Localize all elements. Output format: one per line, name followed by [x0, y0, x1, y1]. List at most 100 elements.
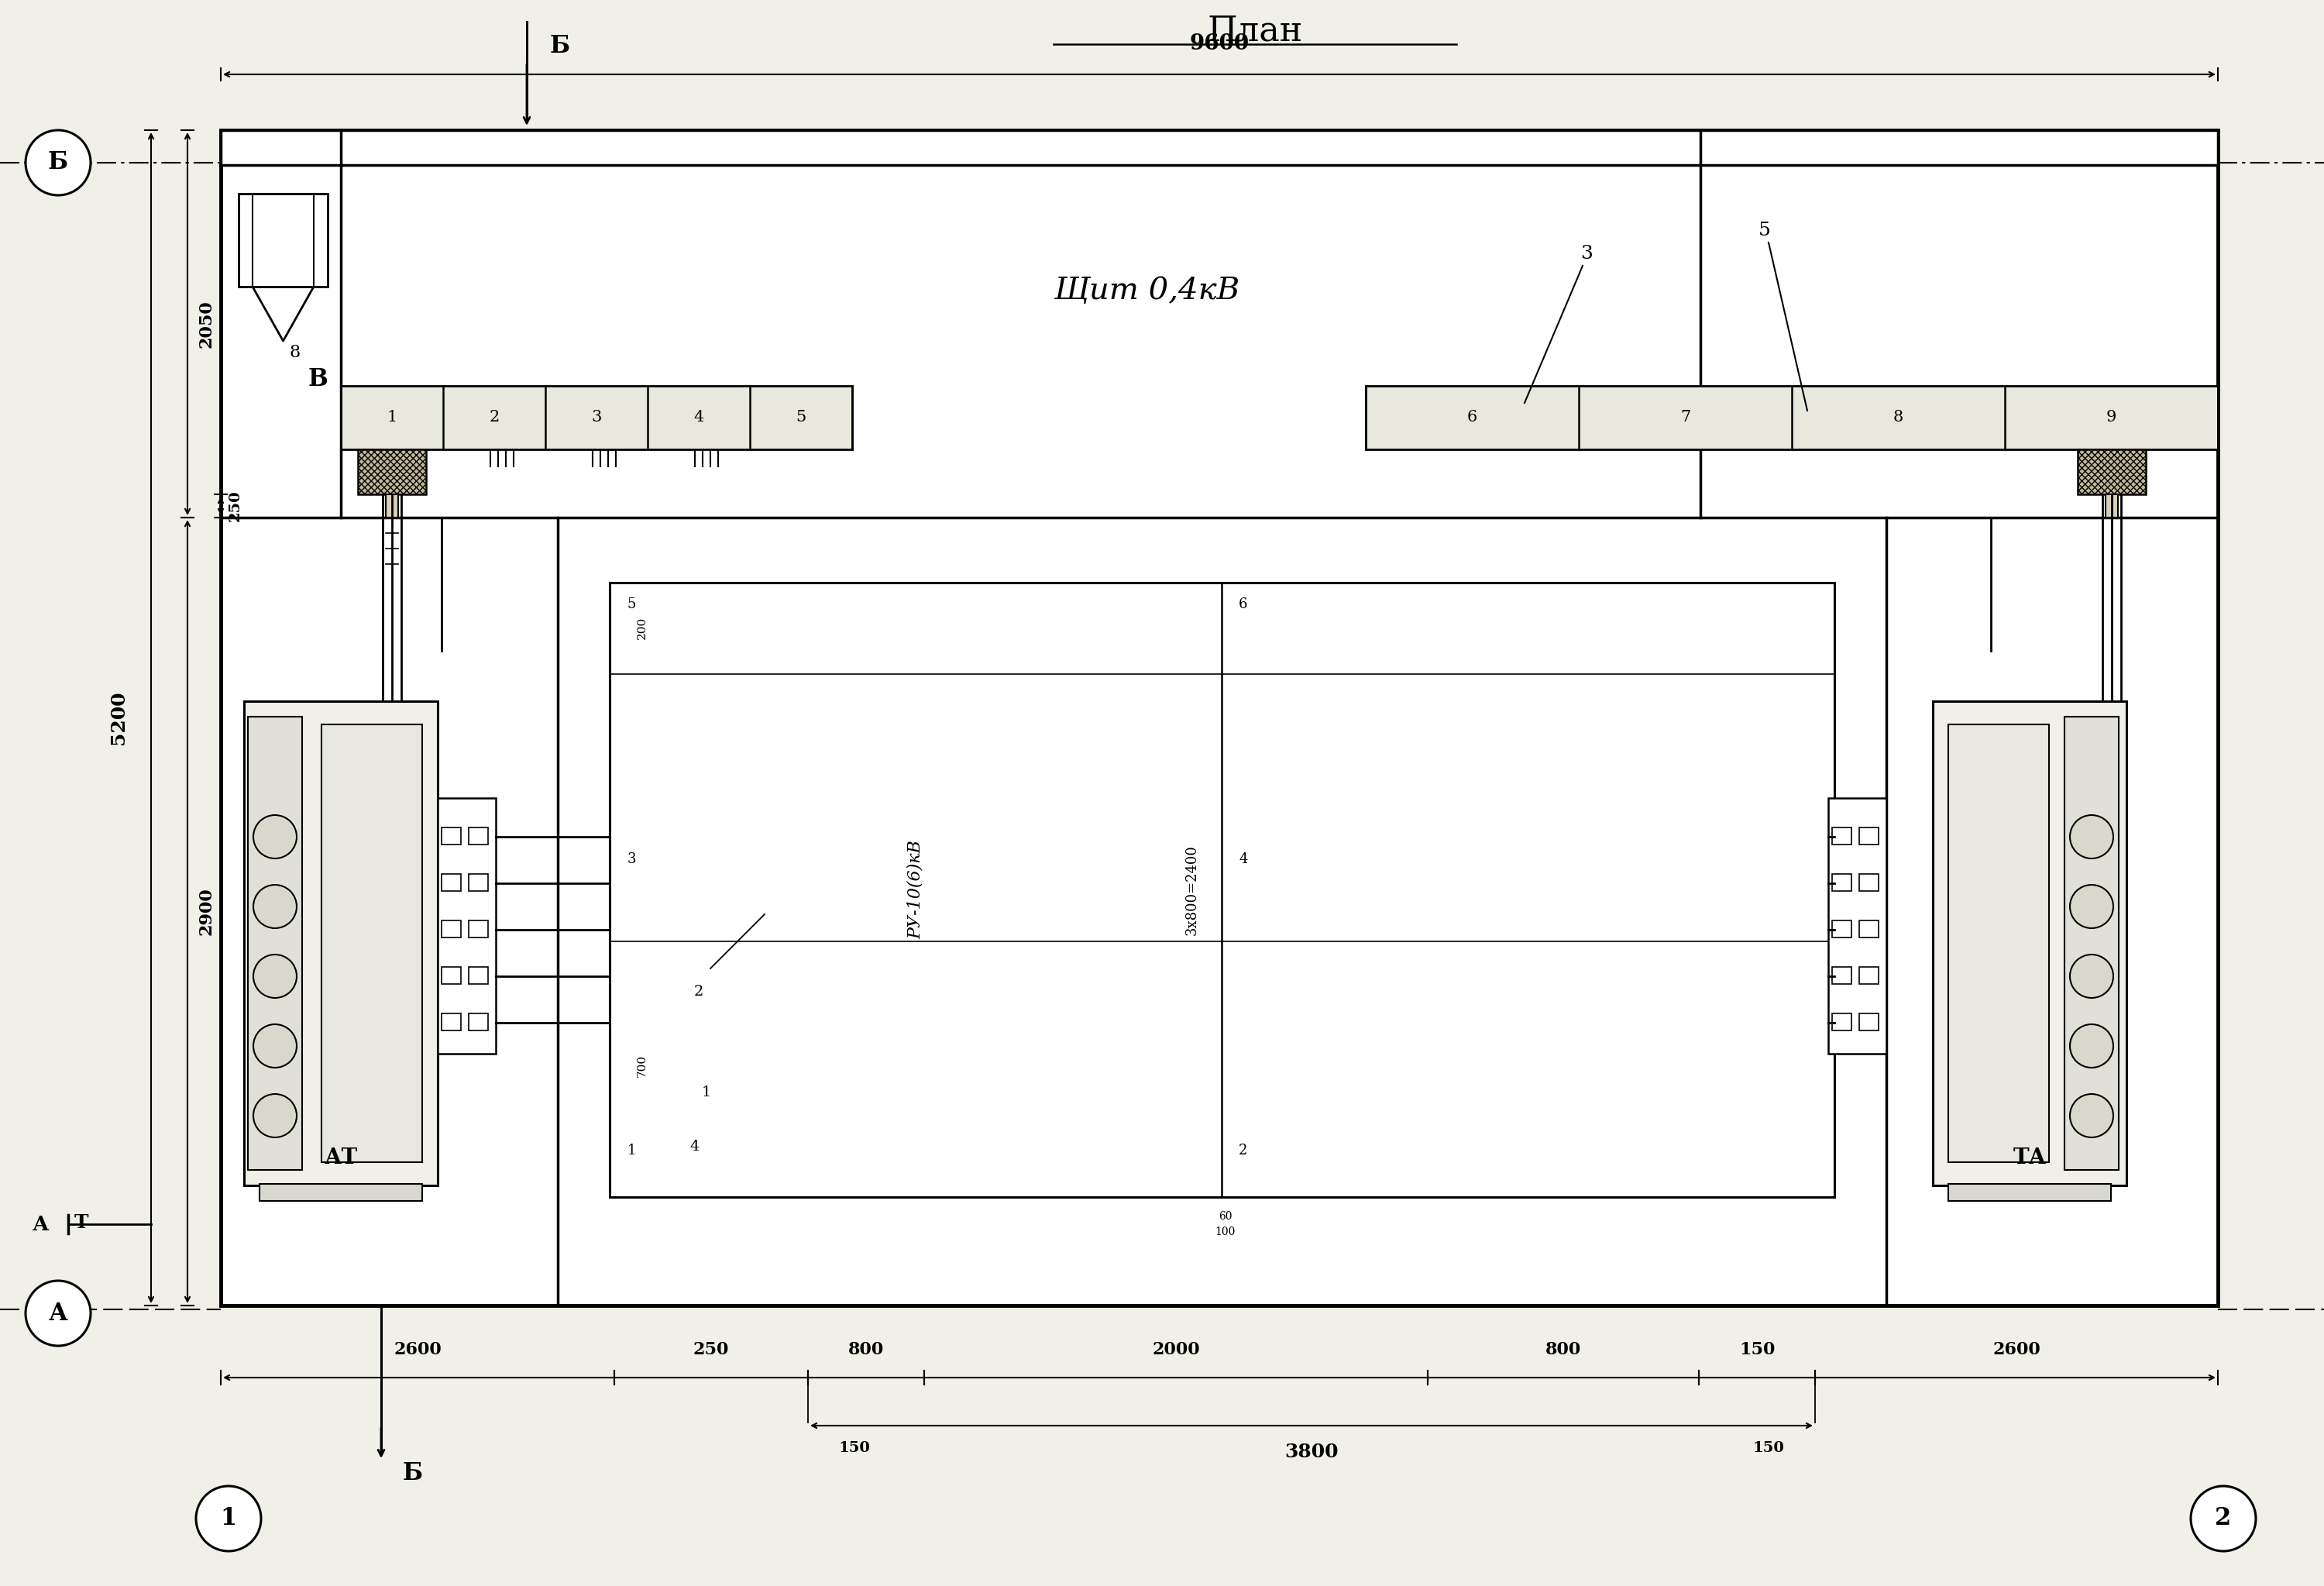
Text: 4: 4	[690, 1140, 700, 1153]
Text: 2: 2	[2215, 1507, 2231, 1530]
Circle shape	[2071, 885, 2113, 928]
Text: 700: 700	[637, 1055, 648, 1077]
Bar	[1859, 874, 1878, 891]
Bar	[442, 1013, 460, 1031]
Circle shape	[195, 1486, 260, 1551]
Bar	[442, 920, 460, 937]
Text: 5: 5	[795, 411, 806, 425]
Text: 2000: 2000	[1153, 1342, 1199, 1358]
Text: 9600: 9600	[1190, 33, 1250, 54]
Text: 2900: 2900	[198, 888, 216, 936]
Text: 1: 1	[221, 1507, 237, 1530]
Bar	[442, 828, 460, 844]
Bar	[1859, 920, 1878, 937]
Circle shape	[253, 1094, 297, 1137]
Bar	[1831, 920, 1852, 937]
Text: 3: 3	[627, 852, 637, 866]
Bar	[2078, 449, 2145, 495]
Bar	[386, 495, 397, 517]
Bar	[442, 967, 460, 983]
Text: 5: 5	[1759, 222, 1771, 239]
Circle shape	[26, 1281, 91, 1347]
Text: 150: 150	[1738, 1342, 1776, 1358]
Bar	[1367, 385, 2217, 449]
Text: 5200: 5200	[109, 691, 128, 745]
Bar	[1829, 798, 1887, 1053]
Text: 4: 4	[693, 411, 704, 425]
Text: 7: 7	[1680, 411, 1690, 425]
Text: Т: Т	[74, 1213, 88, 1232]
Bar	[469, 874, 488, 891]
Text: План: План	[1206, 14, 1304, 48]
Text: 1: 1	[627, 1144, 637, 1158]
Text: 800: 800	[848, 1342, 883, 1358]
Circle shape	[253, 885, 297, 928]
Bar	[1859, 1013, 1878, 1031]
Text: 250: 250	[693, 1342, 730, 1358]
Text: РУ-10(6)кВ: РУ-10(6)кВ	[906, 841, 925, 939]
Circle shape	[2071, 815, 2113, 858]
Circle shape	[2071, 955, 2113, 998]
Bar	[239, 193, 328, 287]
Text: 100: 100	[1215, 1226, 1236, 1237]
Text: 2: 2	[488, 411, 500, 425]
Text: 6: 6	[1239, 598, 1248, 611]
Text: 60: 60	[1218, 1212, 1232, 1221]
Circle shape	[26, 130, 91, 195]
Text: Щит 0,4кВ: Щит 0,4кВ	[1053, 276, 1239, 305]
Text: 1: 1	[386, 411, 397, 425]
Bar	[1831, 967, 1852, 983]
Circle shape	[2192, 1486, 2257, 1551]
Text: 800: 800	[1545, 1342, 1580, 1358]
Bar	[442, 874, 460, 891]
Text: 9: 9	[2106, 411, 2117, 425]
Bar	[2064, 717, 2119, 1170]
Text: 3: 3	[590, 411, 602, 425]
Text: Б: Б	[49, 151, 67, 174]
Bar	[221, 130, 2217, 1305]
Bar	[321, 725, 423, 1163]
Text: А: А	[33, 1215, 49, 1234]
Circle shape	[253, 815, 297, 858]
Text: 250: 250	[228, 490, 242, 522]
Text: 3: 3	[1580, 246, 1592, 263]
Text: А: А	[49, 1301, 67, 1326]
Circle shape	[253, 955, 297, 998]
Text: 2600: 2600	[1992, 1342, 2040, 1358]
Text: 2: 2	[695, 985, 704, 999]
Bar	[1859, 967, 1878, 983]
Text: В: В	[307, 368, 328, 392]
Bar	[469, 828, 488, 844]
Text: 6: 6	[1466, 411, 1478, 425]
Bar	[1859, 828, 1878, 844]
Bar	[1948, 1183, 2110, 1201]
Bar	[437, 798, 495, 1053]
Circle shape	[2071, 1025, 2113, 1067]
Bar	[1948, 725, 2050, 1163]
Bar	[342, 385, 853, 449]
Bar	[260, 1183, 423, 1201]
Bar	[1831, 874, 1852, 891]
Bar	[469, 920, 488, 937]
Bar	[2106, 495, 2117, 517]
Text: 5: 5	[627, 598, 637, 611]
Text: 4: 4	[1239, 852, 1248, 866]
Bar	[469, 967, 488, 983]
Bar	[469, 1013, 488, 1031]
Circle shape	[2071, 1094, 2113, 1137]
Bar	[244, 701, 437, 1185]
Text: 200: 200	[637, 617, 648, 639]
Text: 8: 8	[1894, 411, 1903, 425]
Text: Б: Б	[551, 35, 569, 59]
Text: ТА: ТА	[2013, 1148, 2047, 1169]
Bar	[609, 582, 1834, 1197]
Text: 150: 150	[1752, 1442, 1785, 1454]
Text: 2050: 2050	[198, 300, 216, 347]
Text: Б: Б	[402, 1462, 423, 1486]
Text: АТ: АТ	[323, 1148, 358, 1169]
Bar	[221, 130, 2217, 165]
Text: 3800: 3800	[1285, 1443, 1339, 1461]
Bar	[249, 717, 302, 1170]
Text: 150: 150	[839, 1442, 871, 1454]
Text: 3х800=2400: 3х800=2400	[1185, 845, 1199, 936]
